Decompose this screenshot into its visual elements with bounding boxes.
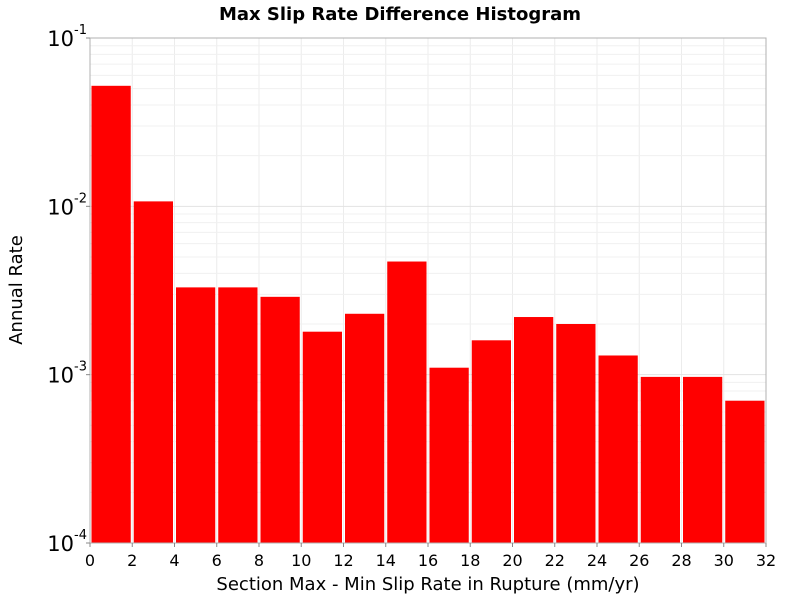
histogram-bar-11 [556, 323, 596, 543]
x-tick-label: 18 [460, 551, 480, 570]
chart-title: Max Slip Rate Difference Histogram [219, 4, 581, 25]
histogram-bar-5 [302, 331, 342, 543]
y-tick-base: 10 [47, 532, 74, 556]
histogram-bar-12 [598, 355, 638, 543]
x-tick-label: 2 [127, 551, 137, 570]
x-tick-label: 24 [587, 551, 607, 570]
x-tick-label: 28 [671, 551, 691, 570]
y-tick-exponent: -4 [74, 528, 87, 543]
y-tick-exponent: -1 [74, 23, 87, 38]
histogram-bar-15 [725, 400, 765, 543]
x-tick-label: 0 [85, 551, 95, 570]
x-tick-label: 30 [714, 551, 734, 570]
x-axis-label: Section Max - Min Slip Rate in Rupture (… [216, 574, 639, 595]
x-tick-label: 4 [169, 551, 179, 570]
histogram-bar-1 [133, 201, 173, 543]
histogram-bar-13 [640, 376, 680, 543]
y-axis-label: Annual Rate [6, 235, 27, 345]
x-tick-label: 14 [376, 551, 396, 570]
y-tick-base: 10 [47, 195, 74, 219]
x-tick-label: 10 [291, 551, 311, 570]
x-tick-label: 8 [254, 551, 264, 570]
y-tick-exponent: -2 [74, 191, 87, 206]
bars [91, 85, 765, 544]
x-tick-label: 20 [502, 551, 522, 570]
y-tick-exponent: -3 [74, 360, 87, 375]
histogram-bar-9 [471, 340, 511, 543]
histogram-bar-6 [345, 313, 385, 543]
x-tick-label: 12 [333, 551, 353, 570]
y-tick-label: 10 -1 [47, 23, 87, 51]
x-tick-label: 32 [756, 551, 776, 570]
histogram-bar-2 [176, 287, 216, 543]
x-tick-label: 26 [629, 551, 649, 570]
y-axis-ticks: 10-110-210-310-4 [47, 23, 90, 556]
y-tick-label: 10 -4 [47, 528, 87, 556]
histogram-bar-14 [683, 376, 723, 543]
histogram-bar-0 [91, 85, 131, 544]
x-tick-label: 16 [418, 551, 438, 570]
histogram-bar-4 [260, 296, 300, 543]
x-tick-label: 22 [545, 551, 565, 570]
histogram-bar-8 [429, 367, 469, 543]
histogram-bar-7 [387, 261, 427, 543]
x-axis-ticks: 0 2 4 6 8 10 12 14 16 18 20 22 24 26 28 30 32 [85, 543, 776, 570]
y-tick-base: 10 [47, 364, 74, 388]
y-tick-label: 10 -3 [47, 360, 87, 388]
x-tick-label: 6 [212, 551, 222, 570]
y-tick-label: 10 -2 [47, 191, 87, 219]
histogram-bar-3 [218, 287, 258, 543]
y-tick-base: 10 [47, 27, 74, 51]
histogram-bar-10 [514, 317, 554, 543]
